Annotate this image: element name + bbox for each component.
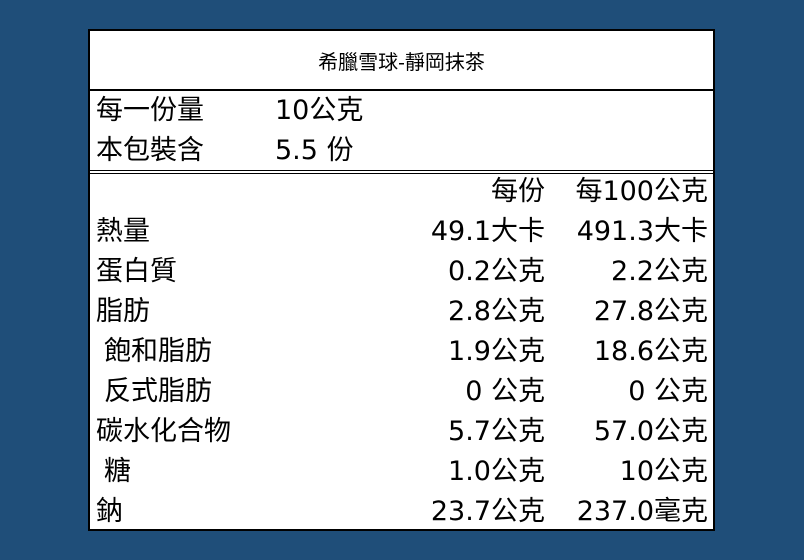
nutrition-label-panel: 希臘雪球-靜岡抹茶 每一份量 10公克 本包裝含 5.5 份 每份 每100公克… xyxy=(88,29,715,531)
per-100g-header: 每100公克 xyxy=(575,176,708,207)
per-100g-value: 491.3大卡 xyxy=(576,216,708,247)
per-100g-value: 57.0公克 xyxy=(593,416,708,447)
per-serving-value: 0 公克 xyxy=(465,376,545,407)
per-100g-value: 10公克 xyxy=(619,456,708,487)
per-100g-value: 2.2公克 xyxy=(611,256,708,287)
per-serving-value: 1.9公克 xyxy=(448,336,545,367)
nutrient-name: 碳水化合物 xyxy=(96,416,231,447)
per-serving-header: 每份 xyxy=(491,176,545,207)
nutrient-name: 熱量 xyxy=(96,216,150,247)
per-serving-value: 0.2公克 xyxy=(448,256,545,287)
serving-size-label: 每一份量 xyxy=(96,95,204,126)
per-serving-value: 23.7公克 xyxy=(430,496,545,527)
per-100g-value: 237.0毫克 xyxy=(576,496,708,527)
per-100g-value: 18.6公克 xyxy=(593,336,708,367)
nutrient-name: 飽和脂肪 xyxy=(104,336,212,367)
per-serving-value: 2.8公克 xyxy=(448,296,545,327)
title-divider xyxy=(90,89,713,91)
product-title: 希臘雪球-靜岡抹茶 xyxy=(318,49,485,74)
nutrient-name: 反式脂肪 xyxy=(104,376,212,407)
per-serving-value: 5.7公克 xyxy=(448,416,545,447)
nutrient-name: 鈉 xyxy=(96,496,123,527)
nutrient-name: 脂肪 xyxy=(96,296,150,327)
per-100g-value: 27.8公克 xyxy=(593,296,708,327)
serving-divider xyxy=(90,170,713,174)
per-serving-value: 1.0公克 xyxy=(448,456,545,487)
nutrient-name: 蛋白質 xyxy=(96,256,177,287)
per-100g-value: 0 公克 xyxy=(628,376,708,407)
nutrient-name: 糖 xyxy=(104,456,131,487)
per-serving-value: 49.1大卡 xyxy=(430,216,545,247)
servings-per-package-label: 本包裝含 xyxy=(96,135,204,166)
servings-per-package-value: 5.5 份 xyxy=(275,135,354,166)
serving-size-value: 10公克 xyxy=(275,95,364,126)
